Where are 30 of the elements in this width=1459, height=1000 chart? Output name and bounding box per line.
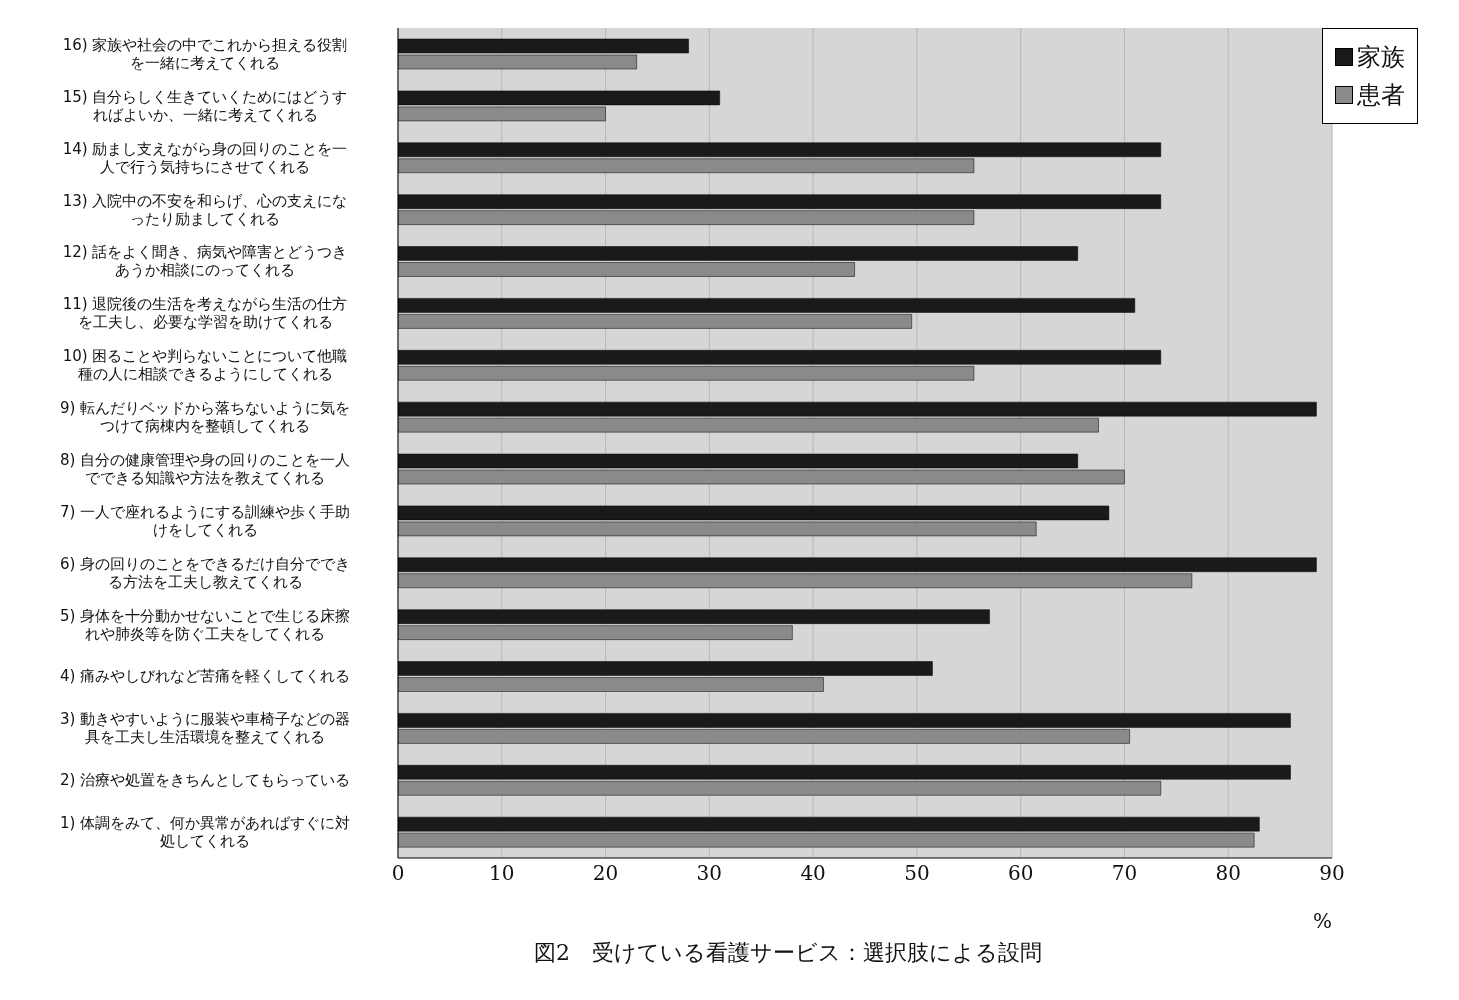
x-axis-title: % xyxy=(1312,909,1332,933)
y-tick-label: 12) 話をよく聞き、病気や障害とどうつきあうか相談にのってくれる xyxy=(62,243,348,280)
y-tick-label: 9) 転んだりベッドから落ちないように気をつけて病棟内を整頓してくれる xyxy=(59,399,351,436)
x-tick-label: 0 xyxy=(391,861,405,886)
y-tick-label: 3) 動きやすいように服装や車椅子などの器具を工夫し生活環境を整えてくれる xyxy=(59,710,351,747)
y-tick-label: 6) 身の回りのことをできるだけ自分でできる方法を工夫し教えてくれる xyxy=(59,554,351,591)
y-tick-label: 16) 家族や社会の中でこれから担える役割を一緒に考えてくれる xyxy=(62,35,348,72)
y-tick-label: 5) 身体を十分動かせないことで生じる床擦れや肺炎等を防ぐ工夫をしてくれる xyxy=(59,606,351,643)
y-tick-label: 7) 一人で座れるようにする訓練や歩く手助けをしてくれる xyxy=(59,502,351,539)
x-tick-label: 50 xyxy=(904,861,930,886)
y-tick-label: 10) 困ることや判らないことについて他職種の人に相談できるようにしてくれる xyxy=(62,347,348,384)
y-tick-label: 2) 治療や処置をきちんとしてもらっている xyxy=(59,771,351,790)
x-tick-label: 20 xyxy=(592,861,619,886)
x-tick-label: 60 xyxy=(1007,861,1034,886)
y-tick-label: 11) 退院後の生活を考えながら生活の仕方を工夫し、必要な学習を助けてくれる xyxy=(62,295,348,332)
text: 図2 受けている看護サービス：選択肢による設問 xyxy=(533,939,1043,967)
y-tick-label: 13) 入院中の不安を和らげ、心の支えになったり励ましてくれる xyxy=(62,191,348,228)
legend-label: 患者 xyxy=(1357,80,1405,111)
y-tick-label: 4) 痛みやしびれなど苦痛を軽くしてくれる xyxy=(59,667,351,686)
legend-label: 家族 xyxy=(1357,42,1405,73)
y-tick-label: 8) 自分の健康管理や身の回りのことを一人でできる知識や方法を教えてくれる xyxy=(59,450,351,487)
x-tick-label: 70 xyxy=(1111,861,1138,886)
x-tick-label: 40 xyxy=(800,861,826,886)
x-tick-label: 90 xyxy=(1319,861,1345,886)
x-tick-label: 80 xyxy=(1215,861,1241,886)
x-tick-label: 30 xyxy=(696,861,723,886)
y-tick-label: 1) 体調をみて、何か異常があればすぐに対処してくれる xyxy=(59,814,351,851)
x-tick-label: 10 xyxy=(489,861,515,886)
y-tick-label: 14) 励まし支えながら身の回りのことを一人で行う気持ちにさせてくれる xyxy=(62,139,348,176)
y-tick-label: 15) 自分らしく生きていくためにはどうすればよいか、一緒に考えてくれる xyxy=(62,87,348,124)
